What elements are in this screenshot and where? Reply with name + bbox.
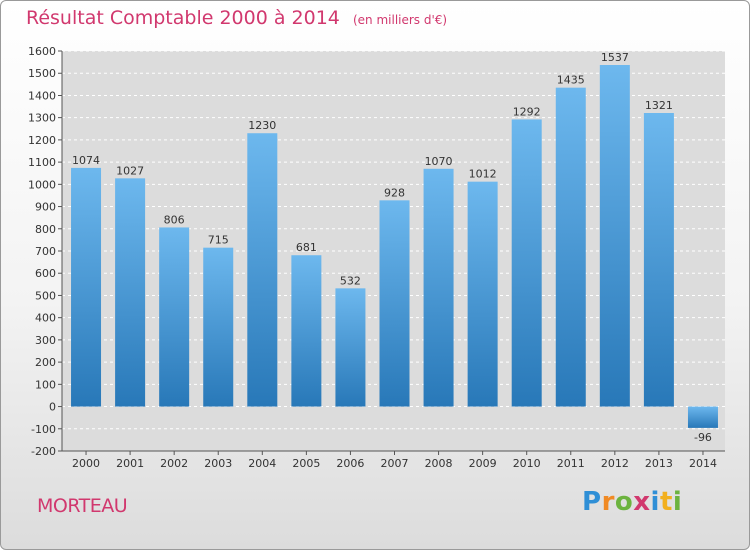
y-tick-label: 500 bbox=[35, 289, 56, 302]
y-tick-label: 1200 bbox=[28, 134, 56, 147]
bar-2014 bbox=[687, 406, 718, 428]
bar-2013 bbox=[643, 113, 674, 407]
x-tick-label: 2011 bbox=[557, 457, 585, 470]
bar-2003 bbox=[203, 247, 234, 407]
bar-2010 bbox=[511, 119, 542, 407]
bar-2008 bbox=[423, 168, 454, 407]
proxiti-logo: Proxiti bbox=[582, 487, 683, 517]
value-label: 806 bbox=[164, 213, 185, 226]
x-tick-label: 2007 bbox=[381, 457, 409, 470]
bar-2004 bbox=[247, 133, 278, 407]
value-label: 1321 bbox=[645, 99, 673, 112]
bar-2001 bbox=[115, 178, 146, 407]
bar-2011 bbox=[555, 87, 586, 407]
value-label: 1027 bbox=[116, 164, 144, 177]
y-tick-label: 1500 bbox=[28, 67, 56, 80]
value-label: 1292 bbox=[513, 105, 541, 118]
value-label: 928 bbox=[384, 186, 405, 199]
y-tick-label: 1400 bbox=[28, 89, 56, 102]
y-tick-label: 800 bbox=[35, 223, 56, 236]
x-tick-label: 2004 bbox=[248, 457, 276, 470]
value-label: 715 bbox=[208, 234, 229, 247]
bar-2007 bbox=[379, 200, 410, 407]
x-tick-label: 2014 bbox=[689, 457, 717, 470]
x-tick-label: 2012 bbox=[601, 457, 629, 470]
y-tick-label: 300 bbox=[35, 334, 56, 347]
x-tick-label: 2010 bbox=[513, 457, 541, 470]
value-label: 1074 bbox=[72, 154, 100, 167]
title-row: Résultat Comptable 2000 à 2014 (en milli… bbox=[26, 7, 447, 29]
bar-2012 bbox=[599, 65, 630, 407]
value-label: 1435 bbox=[557, 74, 585, 87]
y-tick-label: 100 bbox=[35, 378, 56, 391]
bar-2000 bbox=[71, 167, 102, 407]
value-label: 1070 bbox=[425, 155, 453, 168]
y-tick-label: 1300 bbox=[28, 112, 56, 125]
value-label: 1230 bbox=[248, 119, 276, 132]
x-tick-label: 2005 bbox=[292, 457, 320, 470]
bar-2006 bbox=[335, 288, 366, 407]
x-tick-label: 2008 bbox=[425, 457, 453, 470]
value-label: 1537 bbox=[601, 51, 629, 64]
y-tick-label: -100 bbox=[31, 423, 56, 436]
y-tick-label: 0 bbox=[49, 401, 56, 414]
x-tick-label: 2013 bbox=[645, 457, 673, 470]
y-tick-label: -200 bbox=[31, 445, 56, 458]
bar-2005 bbox=[291, 255, 322, 407]
value-label: 532 bbox=[340, 274, 361, 287]
bar-2002 bbox=[159, 227, 190, 407]
x-tick-label: 2006 bbox=[336, 457, 364, 470]
bars: 1074 1027 806 715 1230 681 532 928 1070 1012 1292 1… bbox=[71, 51, 718, 444]
y-tick-label: 400 bbox=[35, 312, 56, 325]
x-tick-label: 2009 bbox=[469, 457, 497, 470]
y-tick-label: 1600 bbox=[28, 45, 56, 58]
axes: -200 -100 0 100 200 300 400 500 600 700 800 900 1000… bbox=[28, 45, 725, 470]
commune-name: MORTEAU bbox=[37, 495, 128, 517]
y-tick-label: 600 bbox=[35, 267, 56, 280]
chart-unit: (en milliers d'€) bbox=[352, 13, 448, 27]
y-tick-label: 200 bbox=[35, 356, 56, 369]
y-tick-label: 700 bbox=[35, 245, 56, 258]
x-tick-label: 2001 bbox=[116, 457, 144, 470]
y-tick-label: 1000 bbox=[28, 178, 56, 191]
value-label: 681 bbox=[296, 241, 317, 254]
y-tick-label: 1100 bbox=[28, 156, 56, 169]
bar-2009 bbox=[467, 181, 498, 407]
value-label: -96 bbox=[694, 431, 712, 444]
x-tick-label: 2000 bbox=[72, 457, 100, 470]
y-tick-label: 900 bbox=[35, 201, 56, 214]
chart-title: Résultat Comptable 2000 à 2014 bbox=[26, 7, 340, 29]
x-tick-label: 2002 bbox=[160, 457, 188, 470]
value-label: 1012 bbox=[469, 168, 497, 181]
x-tick-label: 2003 bbox=[204, 457, 232, 470]
